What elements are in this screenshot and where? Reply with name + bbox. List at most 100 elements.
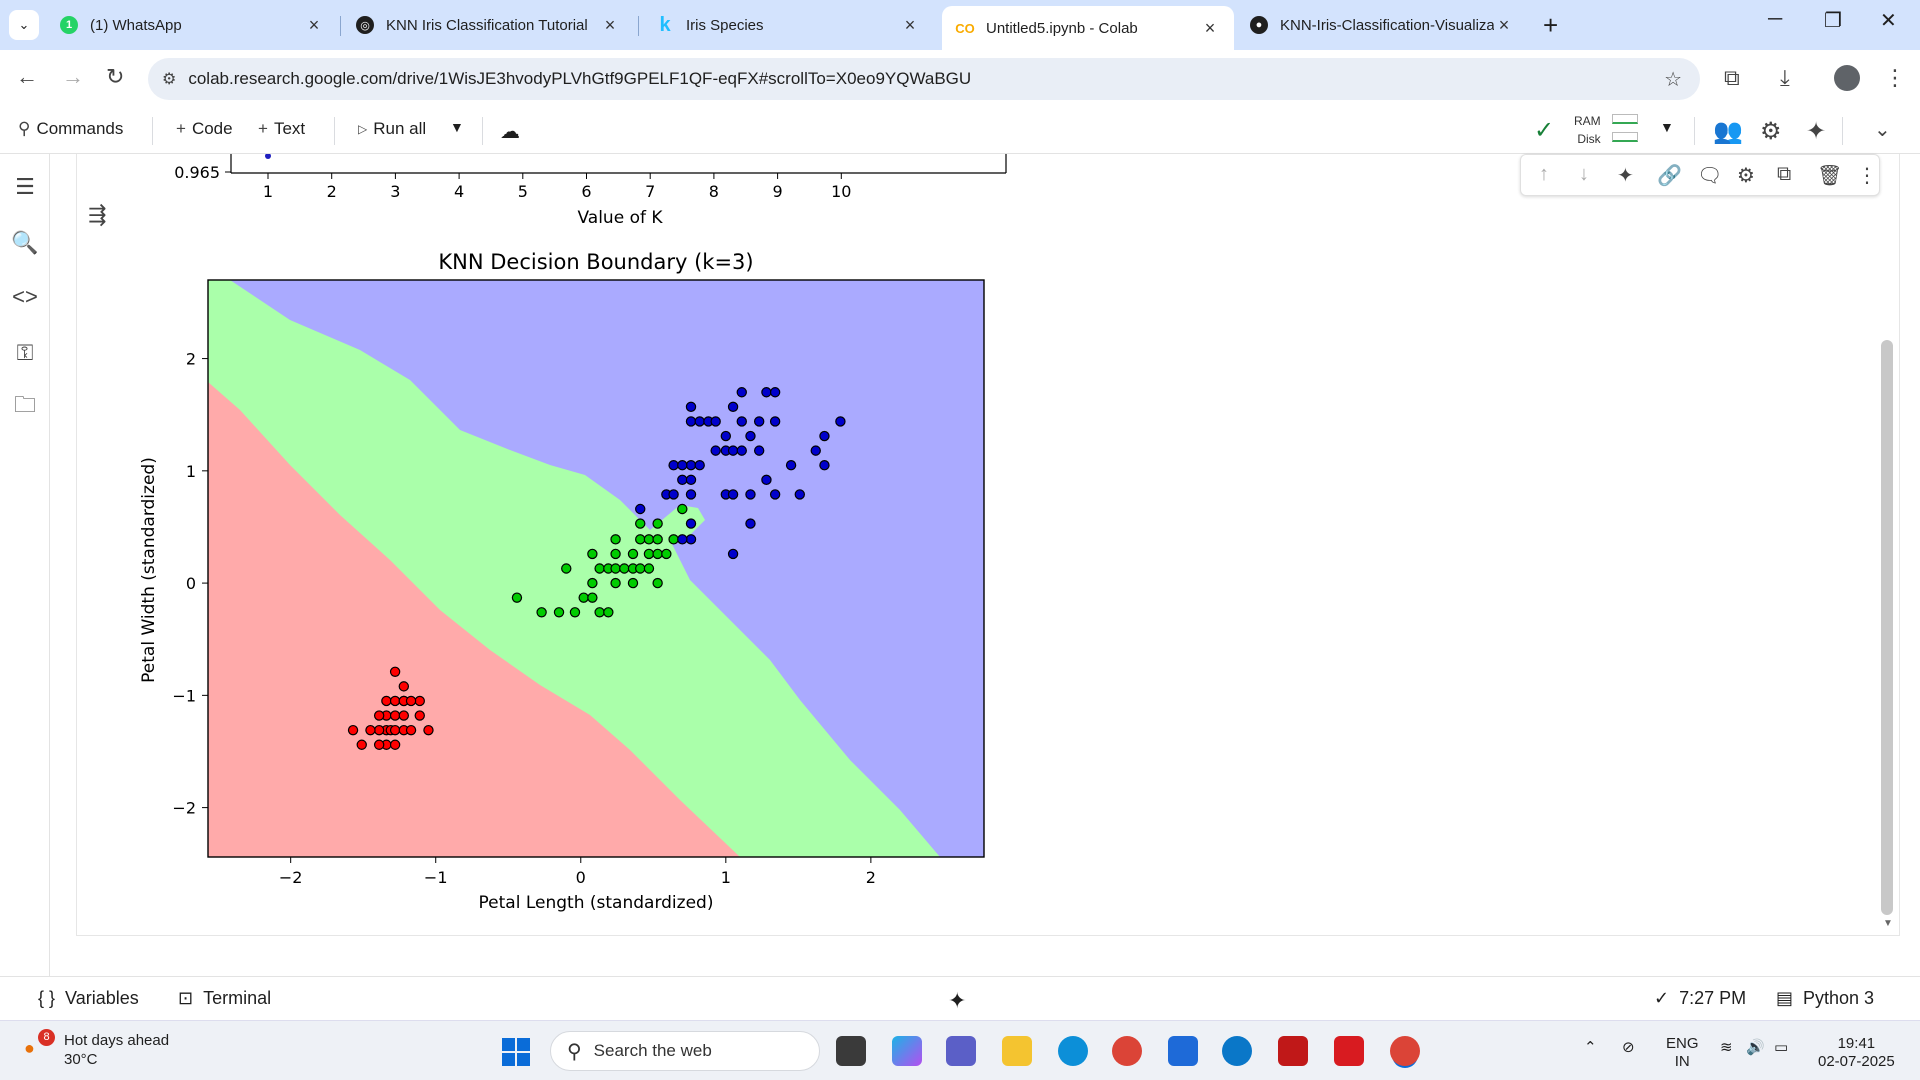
commands-button[interactable]: ⚲ Commands <box>18 119 123 139</box>
teams-icon[interactable] <box>946 1036 976 1066</box>
mcafee-icon[interactable] <box>1278 1036 1308 1066</box>
extensions-icon[interactable]: ⧉ <box>1724 65 1740 90</box>
files-folder-icon[interactable]: 🗀 <box>13 392 36 417</box>
data-point-class-1 <box>536 607 547 618</box>
reload-icon[interactable]: ↻ <box>106 64 125 89</box>
store-icon[interactable] <box>1168 1036 1198 1066</box>
show-hidden-icons-chevron[interactable]: ⌃ <box>1584 1039 1597 1056</box>
address-bar[interactable]: ⚙ colab.research.google.com/drive/1WisJE… <box>148 58 1700 100</box>
close-icon[interactable]: × <box>1498 14 1510 35</box>
code-label: Code <box>191 119 233 138</box>
output-toggle-icon[interactable]: ⇶ <box>88 202 107 227</box>
back-arrow-icon[interactable]: ← <box>16 64 38 89</box>
mirror-cell-icon[interactable]: ⧉ <box>1777 163 1792 185</box>
run-all-dropdown[interactable]: ▼ <box>450 119 464 135</box>
tab-whatsapp[interactable]: 1 (1) WhatsApp × <box>46 6 338 44</box>
gemini-sparkle-icon[interactable]: ✦ <box>948 988 967 1013</box>
close-icon[interactable]: × <box>904 14 916 35</box>
chrome-icon[interactable] <box>1112 1036 1142 1066</box>
clock[interactable]: 19:41 02-07-2025 <box>1818 1035 1895 1071</box>
runtime-type[interactable]: ▤ Python 3 <box>1776 988 1874 1009</box>
divider <box>334 117 335 145</box>
run-all-button[interactable]: ▷ Run all <box>358 119 426 139</box>
vertical-scrollbar[interactable] <box>1881 340 1893 915</box>
secrets-key-icon[interactable]: ⚿ <box>16 340 34 365</box>
runtime-dropdown[interactable]: ▼ <box>1660 119 1674 135</box>
resource-monitor[interactable]: RAM Disk <box>1574 112 1601 148</box>
weather-temp: 30°C <box>64 1051 98 1068</box>
forward-arrow-icon[interactable]: → <box>62 64 84 89</box>
terminal-button[interactable]: ⊡ Terminal <box>178 988 271 1009</box>
windows-start-icon[interactable] <box>502 1038 530 1066</box>
data-point-class-0 <box>373 710 385 721</box>
data-point-class-2 <box>810 445 821 456</box>
chrome-profile-icon[interactable] <box>1390 1036 1420 1066</box>
weather-widget[interactable]: ● 8 Hot days ahead 30°C <box>24 1029 169 1069</box>
kebab-menu-icon[interactable]: ⋮ <box>1884 65 1906 90</box>
data-point-class-1 <box>652 577 663 589</box>
delete-icon[interactable]: 🗑 <box>1817 165 1843 187</box>
gemini-sparkle-icon[interactable]: ✦ <box>1617 165 1634 187</box>
bookmark-star-icon[interactable]: ☆ <box>1664 69 1682 91</box>
connected-check-icon[interactable]: ✓ <box>1534 117 1555 144</box>
find-icon[interactable]: 🔍 <box>11 230 39 255</box>
left-sidebar: ☰ 🔍 <> ⚿ 🗀 <box>0 154 50 976</box>
taskbar-search[interactable]: ⚲ Search the web <box>550 1031 820 1071</box>
move-up-icon[interactable]: ↑ <box>1539 163 1549 185</box>
data-point-class-1 <box>594 563 605 574</box>
chevron-down-icon: ⌄ <box>18 17 30 32</box>
comment-icon[interactable]: 🗨 <box>1697 165 1723 187</box>
more-options-icon[interactable]: ⋮ <box>1857 165 1877 187</box>
new-tab-button[interactable]: + <box>1543 10 1559 40</box>
add-code-button[interactable]: + Code <box>176 119 233 139</box>
gemini-sparkle-icon[interactable]: ✦ <box>1806 118 1827 145</box>
braces-icon: { } <box>38 988 56 1008</box>
link-icon[interactable]: 🔗 <box>1657 165 1682 187</box>
acrobat-icon[interactable] <box>1334 1036 1364 1066</box>
network-off-icon[interactable]: ⊘ <box>1622 1039 1635 1056</box>
minimize-icon[interactable]: ─ <box>1768 8 1783 30</box>
tab-github[interactable]: ● KNN-Iris-Classification-Visualiza × <box>1236 6 1528 44</box>
battery-icon[interactable]: ▭ <box>1774 1039 1789 1056</box>
wifi-icon[interactable]: ≋ <box>1720 1039 1733 1056</box>
site-settings-icon[interactable]: ⚙ <box>162 71 177 88</box>
scatter-points <box>347 387 846 750</box>
data-point-class-0 <box>405 724 417 736</box>
dell-icon[interactable] <box>1222 1036 1252 1066</box>
tab-colab[interactable]: CO Untitled5.ipynb - Colab × <box>942 6 1234 50</box>
tab-knn-tutorial[interactable]: ◎ KNN Iris Classification Tutorial × <box>342 6 634 44</box>
language-indicator[interactable]: ENG IN <box>1666 1035 1699 1071</box>
profile-avatar[interactable] <box>1834 65 1860 91</box>
execution-status[interactable]: ✓ 7:27 PM <box>1654 988 1746 1009</box>
data-point-class-0 <box>414 710 425 721</box>
table-of-contents-icon[interactable]: ☰ <box>15 174 35 199</box>
scroll-down-arrow-icon[interactable]: ▼ <box>1883 918 1893 929</box>
tab-search-button[interactable]: ⌄ <box>9 10 39 40</box>
move-down-icon[interactable]: ↓ <box>1579 163 1589 185</box>
restore-icon[interactable]: ❐ <box>1824 10 1842 32</box>
settings-gear-icon[interactable]: ⚙ <box>1760 118 1782 145</box>
data-point-class-1 <box>635 518 646 529</box>
close-window-icon[interactable]: ✕ <box>1880 10 1897 32</box>
download-icon[interactable]: ⤓ <box>1780 65 1790 90</box>
copilot-icon[interactable] <box>892 1036 922 1066</box>
volume-icon[interactable]: 🔊 <box>1746 1039 1765 1056</box>
collapse-chevron-icon[interactable]: ⌄ <box>1874 119 1891 141</box>
tab-title: (1) WhatsApp <box>90 16 182 34</box>
share-people-icon[interactable]: 👥 <box>1713 118 1743 145</box>
drive-save-icon[interactable]: ☁ <box>500 121 520 143</box>
notification-badge: 8 <box>38 1029 55 1046</box>
close-icon[interactable]: × <box>604 14 616 35</box>
close-icon[interactable]: × <box>1204 17 1216 38</box>
close-icon[interactable]: × <box>308 14 320 35</box>
data-point-class-2 <box>736 416 747 427</box>
task-view-icon[interactable] <box>836 1036 866 1066</box>
file-explorer-icon[interactable] <box>1002 1036 1032 1066</box>
edge-icon[interactable] <box>1058 1036 1088 1066</box>
code-snippets-icon[interactable]: <> <box>12 284 38 309</box>
cell-settings-icon[interactable]: ⚙ <box>1737 165 1755 187</box>
variables-button[interactable]: { } Variables <box>38 988 139 1009</box>
add-text-button[interactable]: + Text <box>258 119 305 139</box>
y-axis-label: Petal Width (standardized) <box>139 457 159 683</box>
tab-iris-species[interactable]: k Iris Species × <box>642 6 934 44</box>
